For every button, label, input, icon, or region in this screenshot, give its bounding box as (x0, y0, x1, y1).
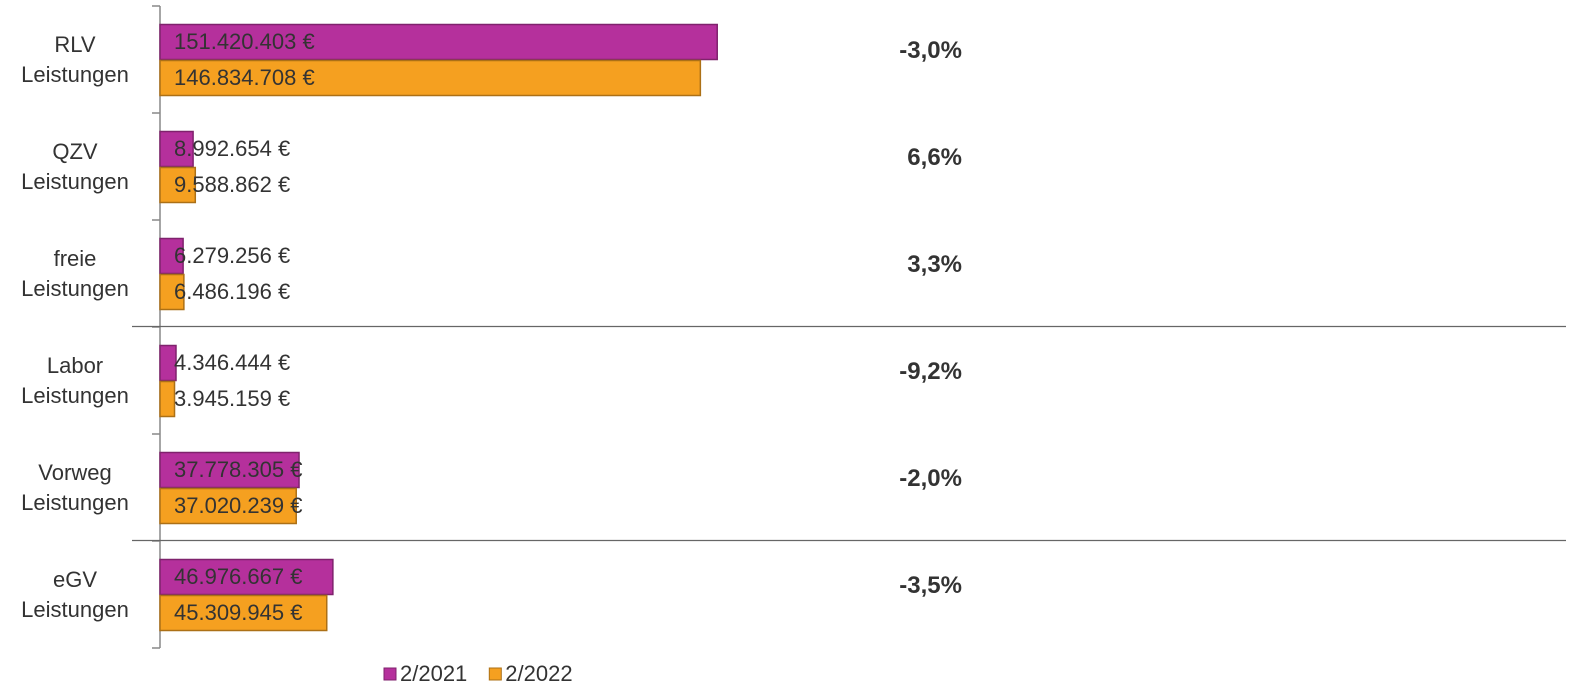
legend-swatch (488, 667, 502, 681)
value-label: 46.976.667 € (174, 564, 302, 589)
value-label: 45.309.945 € (174, 600, 302, 625)
value-label: 37.020.239 € (174, 493, 302, 518)
value-label: 4.346.444 € (174, 350, 290, 375)
value-label: 151.420.403 € (174, 29, 315, 54)
bar (159, 344, 177, 382)
bar (159, 451, 300, 489)
category-label: Vorweg Leistungen (21, 459, 129, 515)
change-annotation: -2,0% (899, 465, 962, 492)
legend-label: 2/2021 (400, 661, 467, 686)
category-label: RLV Leistungen (21, 31, 129, 87)
legend-swatch (383, 667, 397, 681)
bar (159, 273, 185, 311)
change-annotation: -9,2% (899, 358, 962, 385)
value-label: 6.486.196 € (174, 279, 290, 304)
category-label: QZV Leistungen (21, 138, 129, 194)
category-label: Labor Leistungen (21, 352, 129, 408)
bar (159, 594, 328, 632)
change-annotation: 6,6% (907, 144, 962, 171)
category-label: eGV Leistungen (21, 566, 129, 622)
value-label: 8.992.654 € (174, 136, 290, 161)
bar (159, 130, 194, 168)
bar (159, 558, 334, 596)
bar (159, 166, 197, 204)
bar (159, 487, 297, 525)
category-label: freie Leistungen (21, 245, 129, 301)
value-label: 6.279.256 € (174, 243, 290, 268)
change-annotation: -3,0% (899, 37, 962, 64)
value-label: 37.778.305 € (174, 457, 302, 482)
bar (159, 59, 702, 97)
bar (159, 237, 184, 275)
change-annotation: -3,5% (899, 572, 962, 599)
bar (159, 380, 176, 418)
bar (159, 23, 718, 61)
legend-label: 2/2022 (505, 661, 572, 686)
value-label: 3.945.159 € (174, 386, 290, 411)
value-label: 9.588.862 € (174, 172, 290, 197)
change-annotation: 3,3% (907, 251, 962, 278)
value-label: 146.834.708 € (174, 65, 315, 90)
